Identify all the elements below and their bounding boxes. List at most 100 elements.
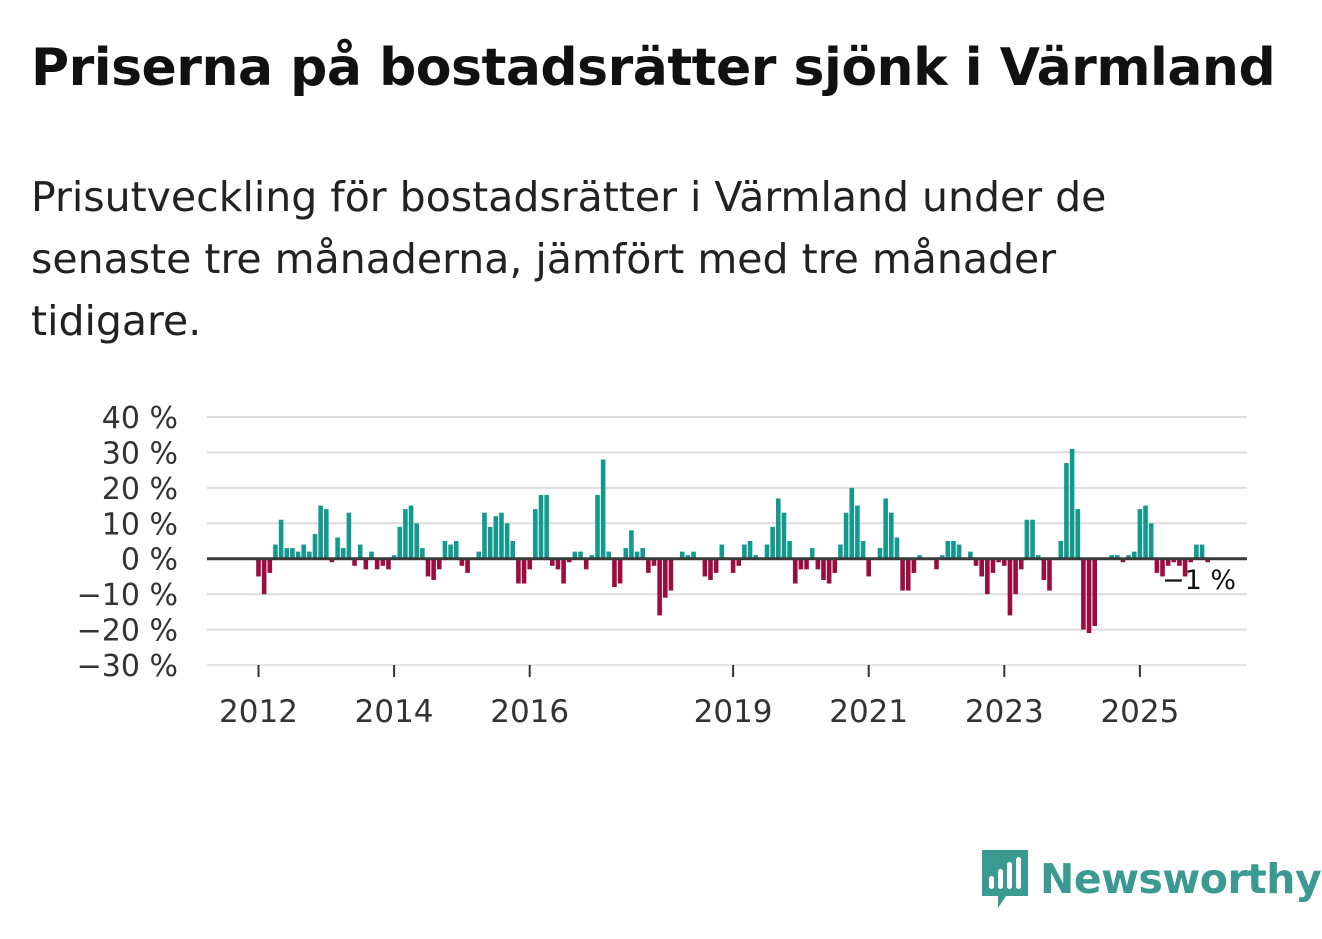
bar — [798, 558, 804, 570]
x-axis-ticks: 2012 2014 2016 2019 2021 2023 2025 — [219, 665, 1179, 730]
y-tick-label: 20 % — [102, 472, 178, 507]
bar — [685, 555, 691, 559]
bar — [555, 558, 561, 570]
y-tick-label: 40 % — [102, 401, 178, 436]
bar — [516, 558, 521, 584]
bar-chart-logo-icon — [982, 850, 1028, 908]
bar — [668, 558, 674, 591]
bar — [391, 555, 397, 559]
bar — [770, 526, 775, 559]
bar — [1002, 558, 1007, 566]
bar — [905, 558, 911, 591]
bar — [335, 537, 340, 559]
bar — [1171, 558, 1177, 563]
y-tick-label: 30 % — [102, 436, 178, 471]
bar — [374, 558, 380, 570]
bar — [1177, 558, 1182, 566]
last-value-label: −1 % — [1162, 565, 1236, 596]
bar — [753, 555, 758, 559]
bar — [357, 544, 363, 559]
bar — [346, 512, 352, 559]
bar — [1018, 558, 1024, 570]
bar — [990, 558, 996, 573]
bar — [1092, 558, 1097, 627]
bar — [425, 558, 431, 577]
bar — [284, 548, 290, 559]
bar — [883, 498, 888, 559]
bar — [442, 541, 448, 559]
bar — [527, 558, 532, 570]
bar — [589, 555, 595, 559]
x-tick-label: 2023 — [965, 694, 1044, 730]
bar — [1030, 519, 1035, 559]
bar — [651, 558, 657, 566]
bar — [691, 551, 696, 559]
x-tick-label: 2019 — [694, 694, 773, 730]
bar — [1064, 463, 1069, 559]
bar — [550, 558, 555, 566]
bar — [979, 558, 984, 577]
bar — [1120, 558, 1126, 563]
bar — [1109, 555, 1114, 559]
bar — [617, 558, 623, 584]
brand-name: Newsworthy — [1040, 855, 1322, 903]
y-tick-label: 0 % — [121, 543, 178, 578]
bar — [866, 558, 871, 577]
bar — [860, 541, 866, 559]
bar — [448, 544, 453, 559]
bar — [815, 558, 821, 570]
x-tick-label: 2021 — [829, 694, 908, 730]
bar — [482, 512, 487, 559]
bar — [533, 509, 538, 559]
bar — [595, 494, 600, 559]
bar — [1165, 558, 1171, 566]
bar — [894, 537, 900, 559]
bar — [453, 541, 459, 559]
bar — [437, 558, 442, 570]
bar — [736, 558, 742, 566]
bar — [386, 558, 391, 570]
bar — [307, 551, 312, 559]
bar — [843, 512, 849, 559]
bar — [476, 551, 482, 559]
bar — [369, 551, 374, 559]
bar — [1188, 558, 1194, 563]
bar — [764, 544, 770, 559]
bar — [849, 487, 855, 559]
bar — [578, 551, 583, 559]
bar — [640, 548, 645, 559]
bar — [1058, 541, 1064, 559]
bar — [1131, 551, 1137, 559]
y-tick-label: −10 % — [77, 578, 178, 613]
bar — [312, 533, 318, 559]
bar — [804, 558, 809, 570]
bar — [493, 516, 499, 559]
bar — [719, 544, 725, 559]
bar — [465, 558, 470, 573]
x-tick-label: 2012 — [219, 694, 298, 730]
y-tick-label: −30 % — [77, 649, 178, 684]
bar — [900, 558, 905, 591]
bar — [414, 523, 419, 559]
bar — [679, 551, 685, 559]
x-tick-label: 2014 — [355, 694, 434, 730]
bar — [1115, 555, 1120, 559]
bar — [380, 558, 386, 566]
bar — [295, 551, 301, 559]
bar — [634, 551, 640, 559]
bar — [397, 526, 403, 559]
bar — [747, 541, 753, 559]
bar — [1069, 448, 1075, 559]
y-tick-label: −20 % — [77, 614, 178, 649]
bar — [1024, 519, 1030, 559]
bar — [606, 551, 612, 559]
bar — [538, 494, 544, 559]
newsworthy-logo[interactable]: Newsworthy — [980, 848, 1322, 910]
bar — [730, 558, 736, 573]
page-subtitle: Prisutveckling för bostadsrätter i Värml… — [31, 173, 1107, 345]
bar — [951, 541, 956, 559]
y-axis-tick-labels: 40 %30 %20 %10 %0 %−10 %−20 %−30 % — [77, 401, 178, 684]
bar — [708, 558, 713, 580]
bar — [1007, 558, 1013, 616]
bar — [838, 544, 843, 559]
